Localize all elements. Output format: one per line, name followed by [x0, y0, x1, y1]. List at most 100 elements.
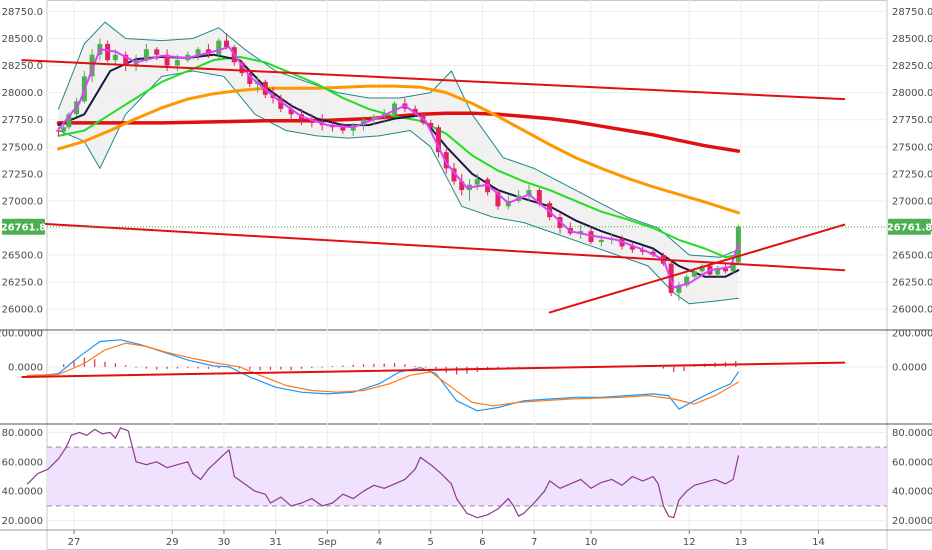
rsi-y-tick-left: 20.0000: [2, 516, 43, 527]
candle-body: [691, 271, 697, 277]
price-y-tick-right: 28000.0: [892, 88, 932, 99]
x-tick-label: 29: [166, 537, 179, 548]
candle-body: [309, 119, 315, 123]
price-y-tick-left: 26250.0: [2, 278, 43, 289]
bollinger-lower-line: [58, 70, 739, 305]
trend-line: [548, 223, 846, 314]
rsi-y-tick-left: 40.0000: [2, 487, 43, 498]
candle-body: [247, 73, 253, 84]
macd-trend-line: [21, 361, 846, 378]
x-tick-label: Sep: [318, 537, 337, 548]
candle-body: [412, 108, 418, 115]
macd-panel: [21, 339, 846, 412]
price-y-tick-right: 28250.0: [892, 61, 932, 72]
x-tick-label: 7: [531, 537, 537, 548]
rsi-panel: [26, 427, 887, 519]
candle-body: [598, 239, 604, 243]
macd-y-tick-right: 0.0000: [892, 362, 927, 373]
candle-body: [451, 168, 457, 182]
candle-body: [56, 130, 61, 132]
candle-body: [164, 54, 170, 66]
candle-body: [112, 54, 118, 61]
last-price-tag-right: 26761.8: [887, 218, 932, 235]
price-y-tick-left: 28250.0: [2, 61, 43, 72]
candle-body: [340, 127, 346, 131]
candle-body: [443, 152, 449, 169]
x-tick-label: 6: [479, 537, 485, 548]
x-tick-label: 4: [376, 537, 382, 548]
rsi-band: [47, 447, 887, 506]
last-price-label: 26761.8: [887, 223, 932, 234]
price-y-tick-left: 28000.0: [2, 88, 43, 99]
candle-body: [143, 49, 149, 61]
ma-magenta-line: [57, 46, 740, 289]
x-tick-label: 5: [428, 537, 434, 548]
candle-body: [66, 114, 72, 128]
bollinger-band-fill: [58, 22, 739, 304]
price-y-tick-left: 27750.0: [2, 115, 43, 126]
last-price-tag-bg: [888, 218, 931, 235]
candle-body: [699, 265, 705, 272]
price-y-tick-left: 28750.0: [2, 7, 43, 18]
candle-body: [526, 190, 532, 196]
candle-body: [174, 60, 180, 66]
candle-body: [123, 54, 129, 66]
price-y-tick-right: 28500.0: [892, 34, 932, 45]
price-y-tick-right: 27250.0: [892, 169, 932, 180]
candle-body: [216, 40, 222, 55]
price-y-tick-left: 26000.0: [2, 305, 43, 316]
price-y-tick-left: 26500.0: [2, 251, 43, 262]
rsi-y-tick-right: 40.0000: [892, 487, 932, 498]
price-y-tick-left: 27000.0: [2, 196, 43, 207]
x-tick-label: 14: [812, 537, 825, 548]
candle-body: [536, 190, 542, 204]
candle-body: [722, 268, 728, 272]
rsi-y-tick-left: 80.0000: [2, 428, 43, 439]
bollinger-upper-line: [58, 21, 739, 258]
candle-body: [629, 246, 635, 250]
ma-green-line: [57, 55, 740, 259]
candle-body: [288, 108, 294, 115]
candle-body: [547, 203, 553, 218]
trend-line: [21, 59, 846, 101]
candle-body: [371, 116, 377, 120]
candle-body: [154, 49, 160, 55]
candle-body: [684, 276, 690, 286]
ma-red-line: [56, 111, 741, 153]
last-price-tag-left: 26761.8: [1, 218, 47, 235]
candle-body: [224, 40, 230, 48]
axis-layer: 27 29 30 31 Sep 4 5 6 7 10 12 13 14 26000.0 26000.0 262…: [0, 7, 932, 548]
macd-y-tick-left: 200.0000: [0, 329, 43, 340]
candle-body: [61, 127, 67, 132]
price-y-tick-right: 26250.0: [892, 278, 932, 289]
last-price-tag-bg: [2, 218, 45, 235]
x-tick-label: 12: [683, 537, 696, 548]
candle-body: [495, 192, 501, 207]
rsi-y-tick-left: 60.0000: [2, 457, 43, 468]
price-panel: [21, 21, 887, 314]
candle-body: [578, 231, 584, 234]
candle-body: [588, 231, 594, 243]
candle-body: [459, 181, 465, 191]
price-y-tick-left: 28500.0: [2, 34, 43, 45]
ma-orange-line: [57, 84, 740, 215]
candle-body: [676, 285, 682, 293]
price-y-tick-right: 27750.0: [892, 115, 932, 126]
x-tick-label: 27: [68, 537, 81, 548]
candle-body: [730, 262, 736, 272]
rsi-line: [26, 427, 740, 519]
price-y-tick-left: 27250.0: [2, 169, 43, 180]
price-y-tick-right: 27000.0: [892, 196, 932, 207]
candle-body: [89, 54, 95, 77]
x-tick-label: 10: [585, 537, 598, 548]
candle-body: [435, 127, 441, 153]
macd-y-tick-left: 0.0000: [8, 362, 43, 373]
candle-body: [474, 179, 480, 185]
price-y-tick-right: 26000.0: [892, 305, 932, 316]
macd-signal-line: [26, 342, 740, 407]
last-price-label: 26761.8: [1, 223, 47, 234]
candle-body: [278, 98, 284, 109]
candle-body: [105, 43, 111, 61]
